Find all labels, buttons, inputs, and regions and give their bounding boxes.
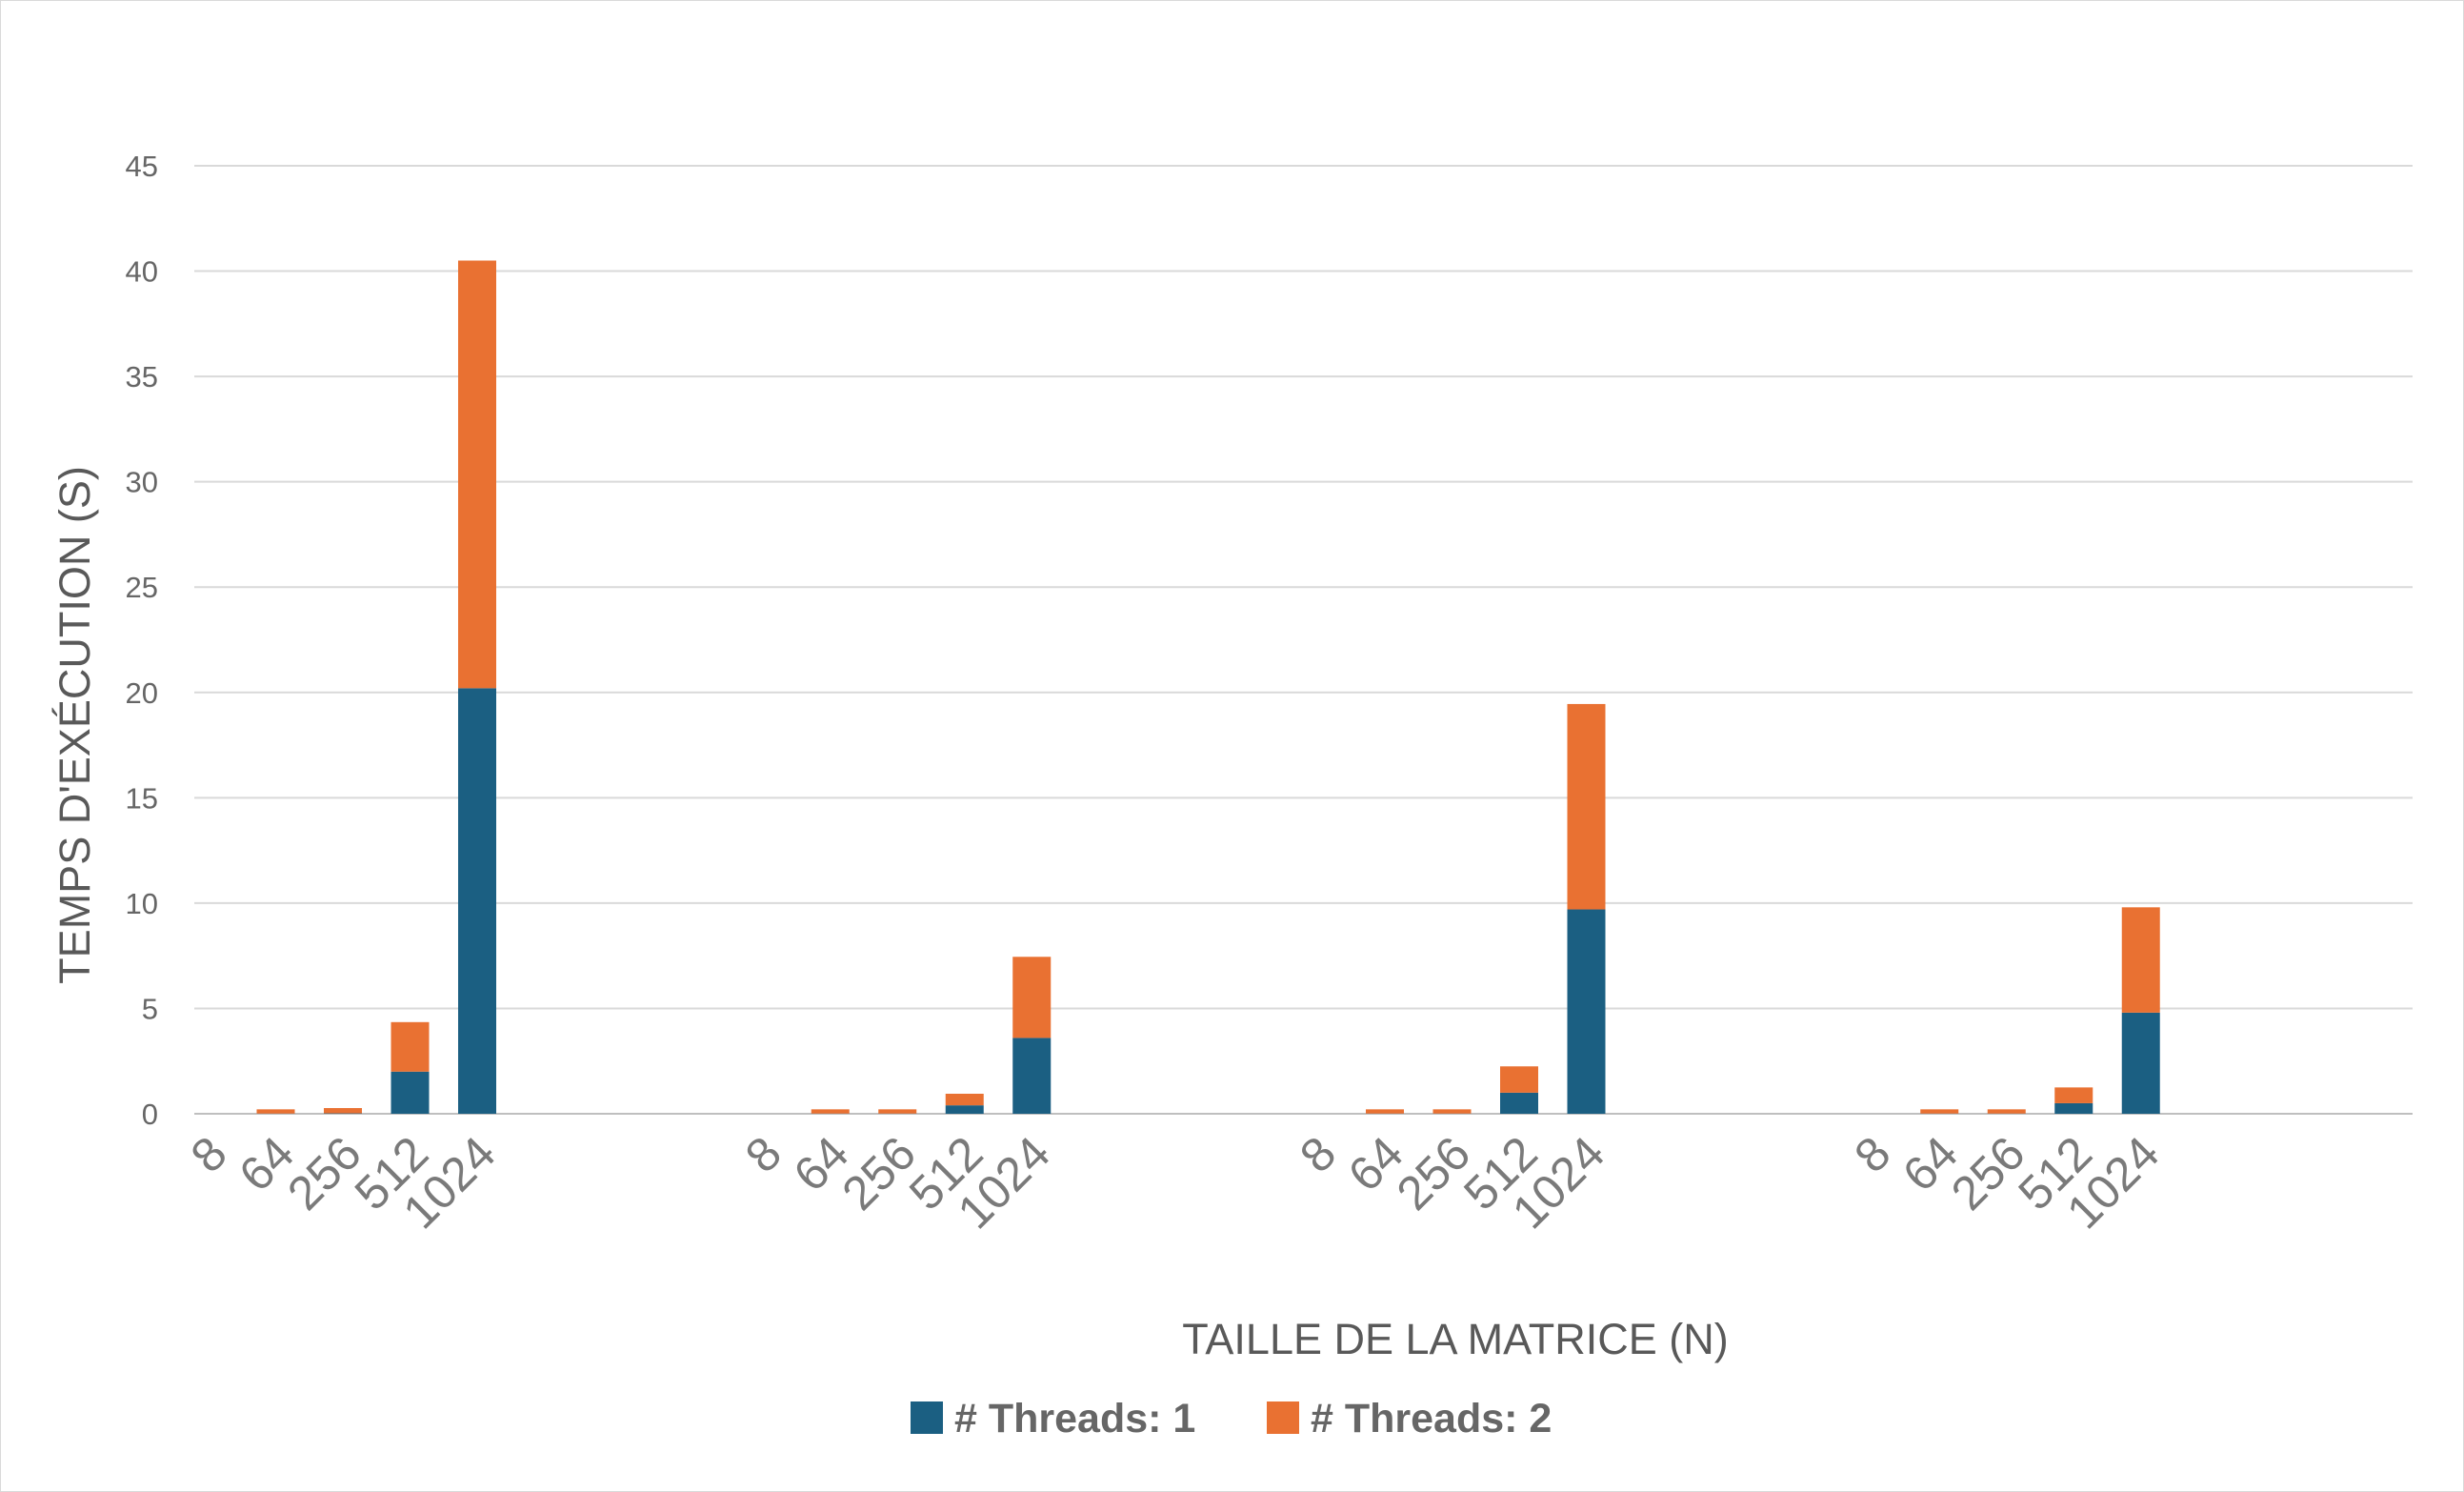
bar-series2-group1-n512 bbox=[391, 1021, 430, 1072]
x-tick-label: 8 bbox=[735, 1126, 791, 1182]
bar-series1-group2-n1024 bbox=[1012, 1038, 1052, 1114]
bar-series2-group1-n256 bbox=[324, 1108, 362, 1114]
y-tick-label: 30 bbox=[126, 466, 158, 499]
legend-swatch-threads-2 bbox=[1267, 1401, 1299, 1434]
x-tick-label: 8 bbox=[181, 1126, 237, 1182]
y-tick-label: 15 bbox=[126, 781, 158, 815]
y-tick-label: 35 bbox=[126, 360, 158, 393]
bar-series1-group3-n1024 bbox=[1567, 909, 1606, 1114]
bar-series2-group4-n256 bbox=[1987, 1109, 2026, 1114]
x-tick-label: 8 bbox=[1290, 1126, 1346, 1182]
x-axis-title: TAILLE DE LA MATRICE (N) bbox=[1182, 1315, 1728, 1363]
y-tick-label: 40 bbox=[126, 255, 158, 289]
legend-swatch-threads-1 bbox=[911, 1401, 943, 1434]
bar-series2-group4-n512 bbox=[2054, 1087, 2093, 1103]
bar-series2-group4-n64 bbox=[1920, 1109, 1959, 1114]
y-tick-label: 10 bbox=[126, 887, 158, 920]
y-tick-labels: 0 5 10 15 20 25 30 35 40 45 bbox=[126, 150, 158, 1131]
bar-series2-group3-n1024 bbox=[1567, 703, 1606, 910]
gridlines bbox=[194, 165, 2413, 1115]
y-axis-title: TEMPS D'EXÉCUTION (S) bbox=[50, 466, 99, 984]
bar-series1-group1-n512 bbox=[391, 1071, 430, 1114]
bar-series2-group3-n512 bbox=[1500, 1066, 1538, 1093]
y-tick-label: 20 bbox=[126, 676, 158, 710]
bar-series1-group4-n512 bbox=[2054, 1102, 2093, 1114]
bar-series2-group2-n512 bbox=[945, 1093, 984, 1106]
bar-series2-group2-n1024 bbox=[1012, 957, 1052, 1038]
x-tick-label: 8 bbox=[1844, 1126, 1900, 1182]
bar-series1-group2-n512 bbox=[945, 1105, 984, 1114]
y-tick-label: 0 bbox=[142, 1098, 158, 1131]
bar-series2-group3-n256 bbox=[1432, 1109, 1472, 1114]
bar-series1-group4-n1024 bbox=[2121, 1012, 2160, 1114]
bars bbox=[256, 260, 2160, 1114]
bar-series1-group3-n512 bbox=[1500, 1092, 1538, 1114]
bar-series2-group1-n64 bbox=[256, 1109, 295, 1114]
bar-series2-group2-n256 bbox=[878, 1109, 917, 1114]
bar-series1-group1-n1024 bbox=[458, 688, 496, 1114]
bar-series2-group3-n64 bbox=[1366, 1109, 1404, 1114]
bar-series2-group1-n1024 bbox=[458, 260, 496, 689]
y-tick-label: 5 bbox=[142, 992, 158, 1025]
legend: # Threads: 1 # Threads: 2 bbox=[911, 1396, 1552, 1442]
legend-label-threads-2: # Threads: 2 bbox=[1311, 1396, 1552, 1442]
legend-label-threads-1: # Threads: 1 bbox=[954, 1396, 1195, 1442]
y-tick-label: 45 bbox=[126, 150, 158, 183]
bar-series2-group4-n1024 bbox=[2121, 907, 2160, 1013]
y-tick-label: 25 bbox=[126, 571, 158, 604]
bar-series2-group2-n64 bbox=[811, 1109, 850, 1114]
